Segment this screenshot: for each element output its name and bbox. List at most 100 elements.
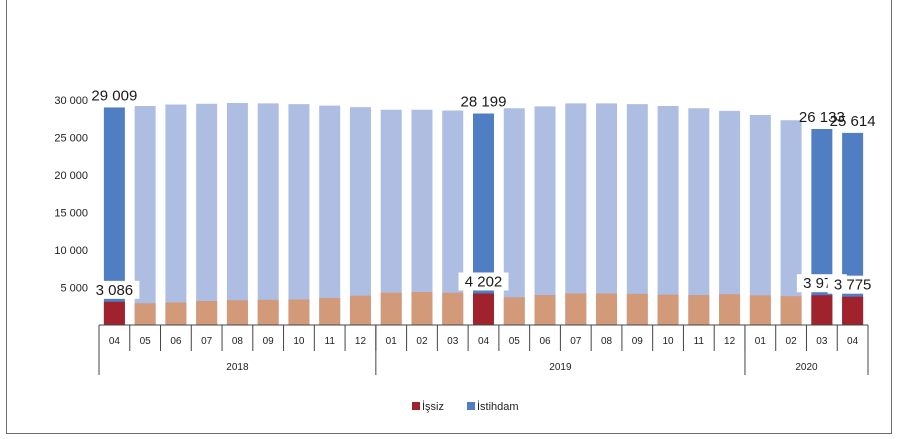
unemployed-bar	[688, 295, 710, 325]
month-label: 11	[694, 336, 705, 347]
x-axis: 04 05 06 07 08 09 10 11 12 01 02 03 04 05 06 07 08 09 10 11…	[98, 324, 869, 375]
legend-label: İşsiz	[422, 400, 444, 413]
month-label: 03	[816, 336, 828, 347]
month-label: 03	[447, 336, 459, 347]
employed-bar	[503, 108, 525, 325]
month-label: 07	[570, 336, 582, 347]
unemployed-bar	[657, 294, 679, 325]
employed-bar	[842, 132, 864, 325]
month-label: 12	[355, 336, 367, 347]
legend-label: İstihdam	[477, 400, 519, 413]
y-tick-label: 30 000	[54, 95, 88, 107]
unemployed-bar	[503, 297, 525, 325]
legend: İşsiz İstihdam	[412, 400, 519, 413]
unemployed-bar	[780, 296, 802, 325]
unemployed-bar	[596, 293, 618, 325]
employed-bar	[442, 110, 464, 325]
employed-bar	[165, 104, 187, 325]
unemployed-data-label: 3 086	[96, 282, 134, 299]
unemployed-bar	[565, 293, 587, 325]
employed-bar	[749, 115, 771, 325]
employed-bar	[134, 106, 156, 325]
unemployed-bar	[534, 295, 556, 325]
month-label: 02	[416, 336, 428, 347]
employed-bar	[626, 104, 648, 325]
year-label: 2020	[795, 362, 818, 373]
employed-bar	[257, 103, 279, 325]
y-tick-label: 20 000	[54, 170, 88, 182]
chart-frame	[6, 0, 892, 434]
employed-bar	[319, 105, 341, 325]
y-tick-label: 10 000	[54, 245, 88, 257]
employed-bar	[688, 108, 710, 325]
legend-swatch	[467, 402, 475, 410]
unemployed-bar	[442, 292, 464, 325]
unemployed-bar	[380, 292, 402, 325]
month-label: 04	[847, 336, 859, 347]
employed-bar	[226, 103, 248, 325]
month-label: 10	[293, 336, 305, 347]
unemployed-bar	[473, 293, 494, 325]
month-label: 08	[232, 336, 244, 347]
y-tick-label: 25 000	[54, 133, 88, 145]
unemployed-bar	[719, 294, 741, 325]
unemployed-data-label: 3 775	[834, 277, 872, 294]
unemployed-label-bg	[458, 272, 509, 291]
employed-bar	[288, 104, 310, 325]
employed-data-label: 29 009	[91, 87, 137, 104]
unemployed-bar	[811, 295, 833, 325]
unemployed-bar	[103, 301, 125, 325]
employed-bar	[565, 103, 587, 325]
legend-swatch	[412, 402, 420, 410]
employed-bar	[380, 109, 402, 325]
month-label: 04	[478, 336, 490, 347]
employed-bar	[349, 107, 371, 325]
unemployed-bar	[196, 301, 218, 325]
unemployed-bar	[257, 299, 279, 325]
month-label: 04	[109, 336, 121, 347]
y-tick-label: 15 000	[54, 208, 88, 220]
month-label: 06	[539, 336, 551, 347]
y-axis: 5 000 10 000 15 000 20 000 25 000 30 000	[54, 95, 88, 295]
month-label: 01	[755, 336, 767, 347]
employed-data-label: 26 133	[799, 109, 845, 126]
month-label: 10	[662, 336, 674, 347]
employed-bar	[411, 109, 433, 325]
unemployed-bar	[411, 292, 433, 325]
unemployed-bar	[134, 303, 156, 325]
employed-bar	[596, 103, 618, 325]
unemployed-label-bg	[89, 280, 140, 299]
employed-bar	[473, 113, 494, 325]
month-label: 09	[632, 336, 644, 347]
month-label: 01	[386, 336, 398, 347]
employed-data-label: 28 199	[461, 94, 507, 111]
unemployed-bar	[319, 298, 341, 325]
bars-group	[103, 103, 864, 326]
employed-bar	[657, 106, 679, 325]
employed-bar	[719, 110, 741, 325]
month-label: 06	[170, 336, 182, 347]
y-tick-label: 5 000	[60, 283, 88, 295]
month-label: 08	[601, 336, 613, 347]
unemployed-bar	[226, 300, 248, 325]
unemployed-data-label: 4 202	[465, 273, 503, 290]
month-label: 05	[509, 336, 521, 347]
month-label: 05	[140, 336, 152, 347]
unemployed-bar	[626, 293, 648, 325]
unemployed-bar	[349, 295, 371, 325]
month-label: 11	[325, 336, 336, 347]
unemployed-bar	[288, 299, 310, 325]
month-label: 09	[263, 336, 275, 347]
unemployed-label-bg	[827, 275, 878, 294]
year-label: 2019	[549, 362, 572, 373]
employed-bar	[196, 103, 218, 325]
unemployed-bar	[842, 296, 864, 325]
month-label: 02	[786, 336, 798, 347]
unemployed-bar	[749, 295, 771, 325]
employed-bar	[780, 120, 802, 325]
employed-bar	[534, 106, 556, 325]
month-label: 07	[201, 336, 213, 347]
unemployed-bar	[165, 302, 187, 325]
